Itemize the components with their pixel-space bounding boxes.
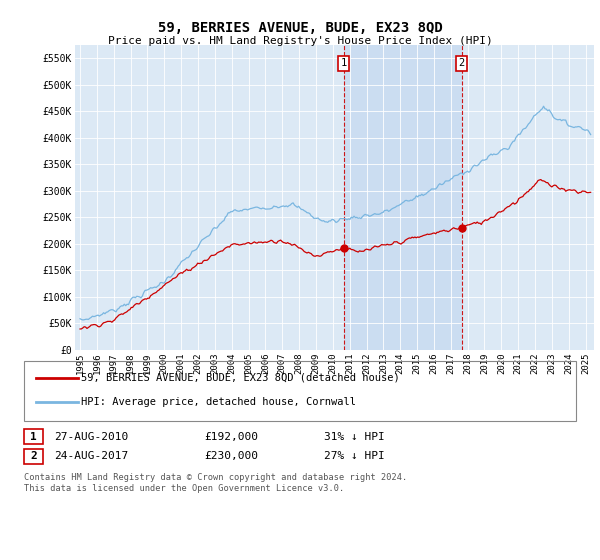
Text: 2: 2 [30, 451, 37, 461]
Bar [344, 45, 462, 350]
Text: Price paid vs. HM Land Registry's House Price Index (HPI): Price paid vs. HM Land Registry's House … [107, 36, 493, 46]
Text: HPI: Average price, detached house, Cornwall: HPI: Average price, detached house, Corn… [81, 396, 356, 407]
Text: 24-AUG-2017: 24-AUG-2017 [54, 451, 128, 461]
Text: 27-AUG-2010: 27-AUG-2010 [54, 432, 128, 442]
Text: £230,000: £230,000 [204, 451, 258, 461]
Text: £192,000: £192,000 [204, 432, 258, 442]
Text: 59, BERRIES AVENUE, BUDE, EX23 8QD (detached house): 59, BERRIES AVENUE, BUDE, EX23 8QD (deta… [81, 373, 400, 383]
Text: 2: 2 [458, 58, 465, 68]
Text: 27% ↓ HPI: 27% ↓ HPI [324, 451, 385, 461]
Text: 1: 1 [341, 58, 347, 68]
Text: 31% ↓ HPI: 31% ↓ HPI [324, 432, 385, 442]
Text: 1: 1 [30, 432, 37, 442]
Text: Contains HM Land Registry data © Crown copyright and database right 2024.
This d: Contains HM Land Registry data © Crown c… [24, 473, 407, 493]
Text: 59, BERRIES AVENUE, BUDE, EX23 8QD: 59, BERRIES AVENUE, BUDE, EX23 8QD [158, 21, 442, 35]
